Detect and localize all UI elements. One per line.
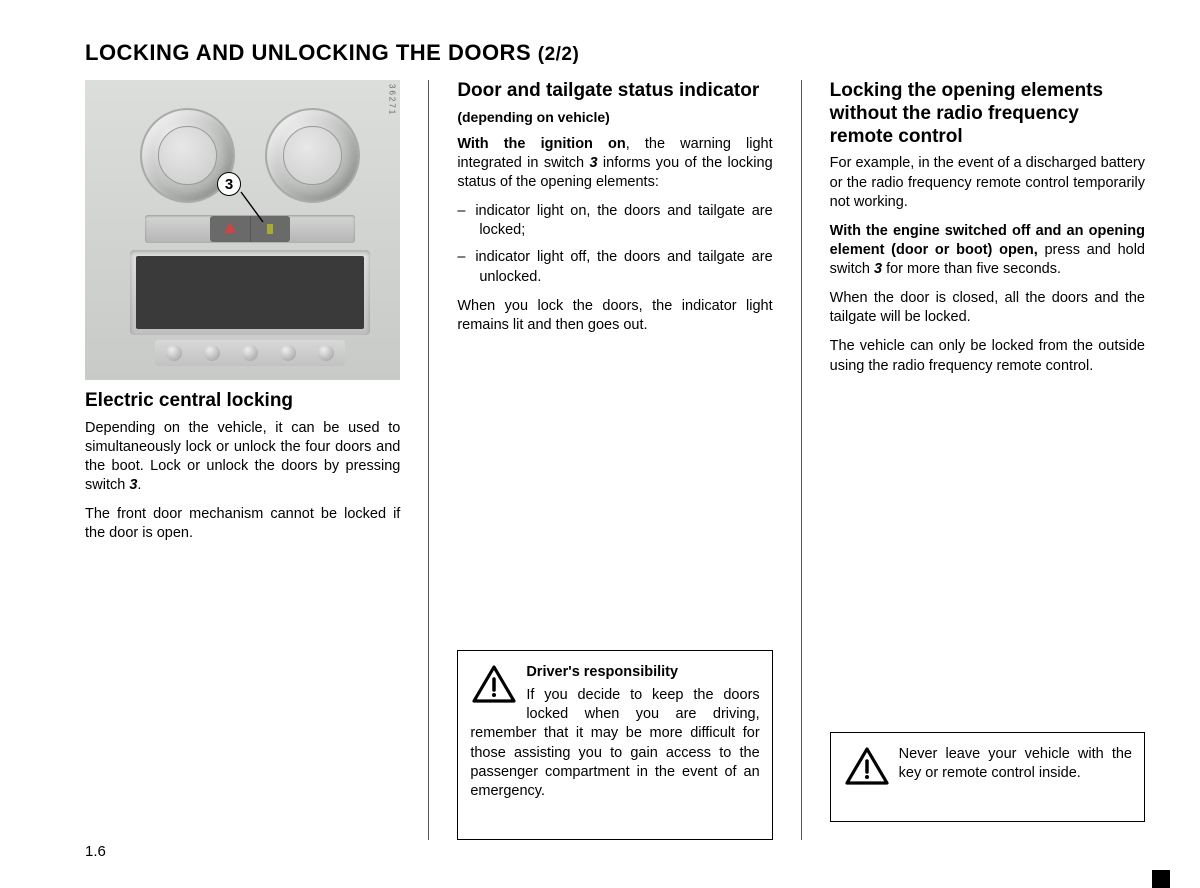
col2-subhead: (depending on vehicle) — [457, 109, 772, 125]
col3-p2: With the engine switched off and an open… — [830, 222, 1145, 279]
col2-p1: With the ignition on, the warning light … — [457, 135, 772, 192]
column-2: Door and tailgate status indicator (depe… — [457, 80, 772, 840]
switch-ref: 3 — [589, 155, 597, 171]
warning-box-key: Never leave your vehicle with the key or… — [830, 732, 1145, 822]
control-knob — [166, 345, 182, 361]
col1-p2: The front door mechanism cannot be locke… — [85, 505, 400, 543]
col3-heading: Locking the opening elements without the… — [830, 80, 1145, 148]
page-number: 1.6 — [85, 843, 106, 860]
warning-icon — [845, 747, 889, 787]
page-title: LOCKING AND UNLOCKING THE DOORS (2/2) — [85, 40, 1145, 66]
text: for more than five seconds. — [882, 261, 1061, 277]
column-separator — [428, 80, 429, 840]
col3-p4: The vehicle can only be locked from the … — [830, 337, 1145, 375]
climate-controls — [155, 340, 345, 366]
air-vent-right — [265, 108, 360, 203]
col3-p1: For example, in the event of a discharge… — [830, 154, 1145, 211]
title-main: LOCKING AND UNLOCKING THE DOORS — [85, 40, 531, 65]
col2-p2: When you lock the doors, the indicator l… — [457, 297, 772, 335]
text: . — [137, 477, 141, 493]
columns-layout: 36271 3 — [85, 80, 1145, 840]
list-item: indicator light off, the doors and tailg… — [457, 248, 772, 286]
col2-heading: Door and tailgate status indicator — [457, 80, 772, 103]
warning-box-driver: Driver's responsibility If you decide to… — [457, 650, 772, 840]
print-corner-mark — [1152, 870, 1170, 888]
switch-ref: 3 — [874, 261, 882, 277]
callout-number: 3 — [217, 172, 241, 196]
column-3: Locking the opening elements without the… — [830, 80, 1145, 840]
bold-text: With the ignition on — [457, 136, 625, 152]
control-knob — [318, 345, 334, 361]
list-item: indicator light on, the doors and tailga… — [457, 202, 772, 240]
lock-indicator-icon — [267, 224, 273, 234]
dashboard-figure: 36271 3 — [85, 80, 400, 380]
col3-p3: When the door is closed, all the doors a… — [830, 289, 1145, 327]
column-separator — [801, 80, 802, 840]
warning-icon — [472, 665, 516, 705]
center-screen — [130, 250, 370, 335]
col1-p1: Depending on the vehicle, it can be used… — [85, 419, 400, 496]
title-part: (2/2) — [538, 44, 580, 65]
figure-ref: 36271 — [387, 84, 396, 116]
indicator-list: indicator light on, the doors and tailga… — [457, 202, 772, 287]
control-knob — [280, 345, 296, 361]
control-knob — [204, 345, 220, 361]
manual-page: LOCKING AND UNLOCKING THE DOORS (2/2) 36… — [0, 0, 1200, 888]
warning-text: Never leave your vehicle with the key or… — [899, 746, 1132, 781]
column-1: 36271 3 — [85, 80, 400, 840]
control-knob — [242, 345, 258, 361]
col1-heading: Electric central locking — [85, 390, 400, 413]
